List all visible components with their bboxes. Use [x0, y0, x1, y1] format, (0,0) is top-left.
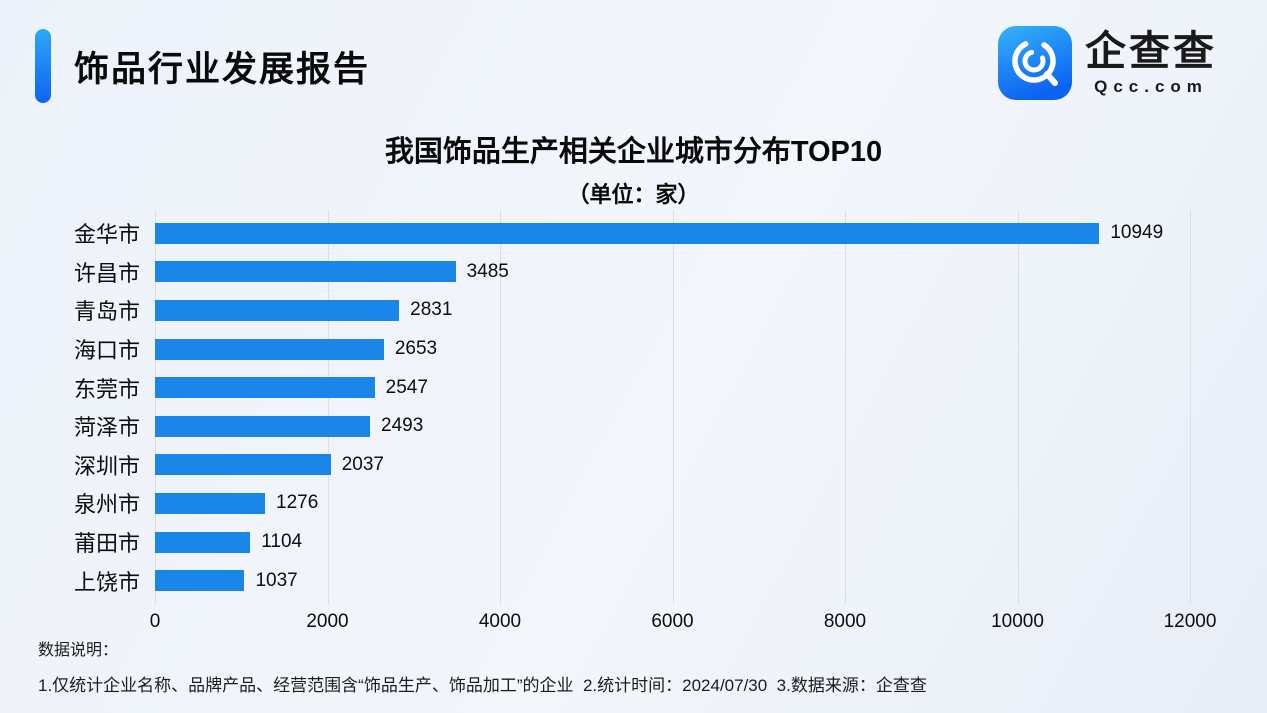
- bar: [155, 454, 331, 476]
- gridline-10000: [1017, 210, 1019, 604]
- value-label: 2037: [341, 453, 384, 475]
- chart-title-block: 我国饰品生产相关企业城市分布TOP10 （单位：家）: [0, 128, 1267, 209]
- bar-row: 金华市 10949: [74, 214, 1190, 253]
- title-accent-bar: [35, 29, 51, 103]
- bar: [155, 570, 245, 592]
- bar: [155, 222, 1100, 244]
- bar: [155, 338, 384, 360]
- category-label: 上饶市: [73, 569, 140, 595]
- bar-row: 东莞市 2547: [74, 368, 1190, 407]
- x-tick-label: 8000: [823, 611, 867, 632]
- report-title: 饰品行业发展报告: [74, 49, 371, 89]
- gridline-6000: [672, 210, 674, 604]
- brand-domain: Qcc.com: [1094, 77, 1208, 97]
- report-header: 饰品行业发展报告 企查查: [0, 0, 1267, 118]
- value-label: 2653: [394, 338, 438, 360]
- gridline-12000: [1190, 210, 1191, 604]
- notes-title: 数据说明：: [38, 642, 119, 659]
- gridline-2000: [327, 210, 329, 604]
- data-notes: 数据说明： 1.仅统计企业名称、品牌产品、经营范围含“饰品生产、饰品加工”的企业…: [38, 636, 1237, 696]
- category-label: 菏泽市: [73, 415, 140, 441]
- notes-line: 1.仅统计企业名称、品牌产品、经营范围含“饰品生产、饰品加工”的企业 2.统计时…: [38, 676, 927, 695]
- x-tick-label: 4000: [478, 611, 522, 632]
- category-label: 泉州市: [73, 492, 140, 518]
- chart-subtitle: （单位：家）: [567, 182, 700, 207]
- bar: [155, 492, 266, 514]
- bar-row: 上饶市 1037: [74, 561, 1190, 600]
- category-label: 金华市: [73, 222, 140, 248]
- category-label: 莆田市: [73, 531, 140, 557]
- value-label: 10949: [1110, 222, 1164, 244]
- bar-row: 青岛市 2831: [74, 291, 1190, 330]
- category-label: 许昌市: [73, 260, 140, 286]
- value-label: 1276: [276, 492, 319, 514]
- bar-row: 许昌市 3485: [74, 253, 1190, 292]
- category-label: 东莞市: [73, 376, 140, 402]
- category-label: 海口市: [73, 338, 140, 364]
- x-tick-label: 0: [149, 611, 161, 632]
- bar-chart-plot-area: 金华市 10949 许昌市 3485 青岛市 2831 海口市 2653 东莞市 2547 菏泽市 2…: [74, 210, 1191, 604]
- chart-title: 我国饰品生产相关企业城市分布TOP10: [384, 136, 883, 168]
- value-label: 2831: [410, 299, 453, 321]
- gridline-0: [155, 210, 156, 604]
- value-label: 2493: [381, 415, 424, 437]
- bar: [155, 377, 375, 399]
- value-label: 1037: [255, 569, 298, 591]
- x-tick-label: 12000: [1163, 611, 1217, 632]
- x-axis: 0 2000 4000 6000 8000 10000 12000: [150, 611, 1217, 635]
- gridline-8000: [845, 210, 846, 604]
- bar: [155, 261, 456, 283]
- x-tick-label: 2000: [306, 611, 349, 632]
- bar-rows: 金华市 10949 许昌市 3485 青岛市 2831 海口市 2653 东莞市 2547 菏泽市 2…: [74, 214, 1190, 600]
- report-title-group: 饰品行业发展报告: [35, 29, 370, 103]
- value-label: 3485: [466, 260, 509, 282]
- bar: [155, 415, 371, 437]
- bar-row: 海口市 2653: [74, 330, 1190, 369]
- gridline-4000: [500, 210, 501, 604]
- bar-row: 深圳市 2037: [74, 446, 1190, 485]
- category-label: 青岛市: [73, 299, 140, 325]
- brand-name: 企查查: [1085, 27, 1217, 74]
- bar-row: 菏泽市 2493: [74, 407, 1190, 446]
- x-tick-label: 10000: [991, 611, 1044, 632]
- brand-text: 企查查 Qcc.com: [1085, 27, 1217, 97]
- category-label: 深圳市: [73, 453, 140, 479]
- bar: [155, 531, 251, 553]
- value-label: 2547: [385, 376, 428, 398]
- bar: [155, 299, 400, 321]
- bar-row: 莆田市 1104: [74, 523, 1190, 562]
- x-tick-label: 6000: [651, 611, 694, 632]
- qcc-magnifier-icon: [997, 25, 1073, 101]
- bar-row: 泉州市 1276: [74, 484, 1190, 523]
- value-label: 1104: [261, 531, 303, 553]
- qcc-logo: 企查查 Qcc.com: [997, 25, 1217, 101]
